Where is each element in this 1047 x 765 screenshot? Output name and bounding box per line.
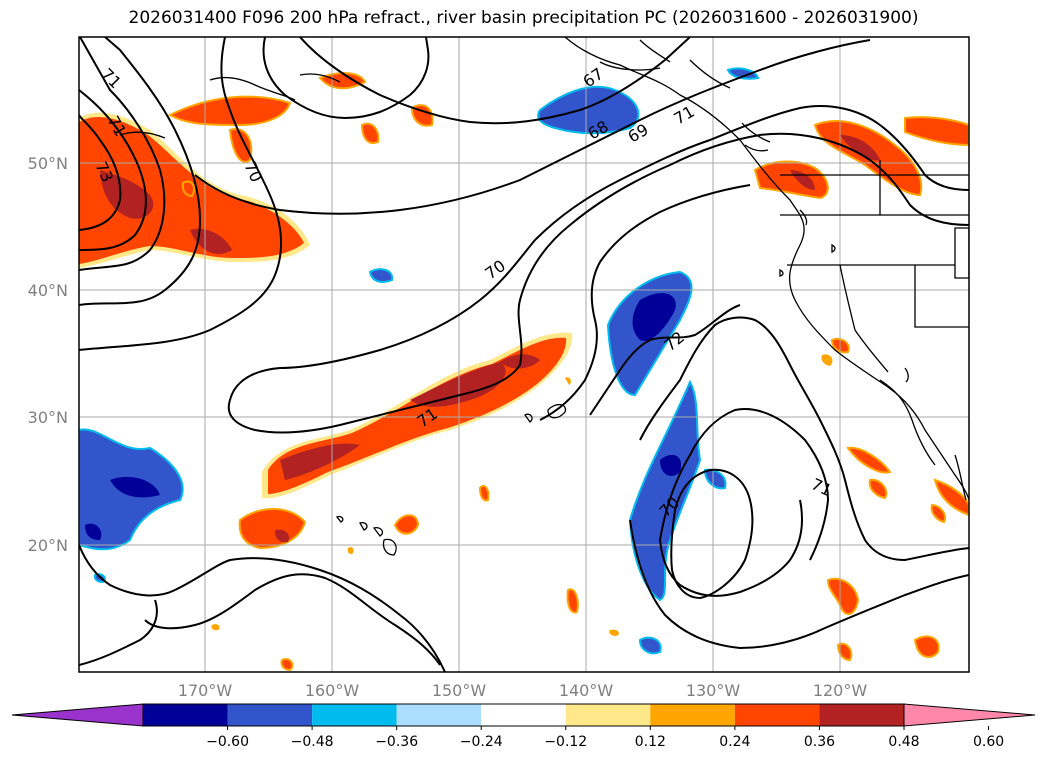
colorbar-tick-label: 0.60 (973, 734, 1004, 750)
colorbar-tick-label: −0.24 (460, 734, 503, 750)
colorbar-segment (650, 704, 735, 726)
colorbar-segment (819, 704, 904, 726)
longitude-label: 160°W (305, 681, 360, 700)
latitude-label: 40°N (28, 281, 68, 300)
colorbar-extend-min (11, 703, 144, 727)
colorbar-segment (227, 704, 313, 726)
latitude-labels: 50°N 40°N 30°N 20°N (28, 154, 68, 555)
colorbar-tick-label: 0.24 (719, 734, 750, 750)
colorbar-extend-max (903, 703, 1036, 727)
islands (335, 209, 836, 556)
colorbar-segment (396, 704, 482, 726)
colorbar-segment (312, 704, 397, 726)
latitude-label: 30°N (28, 408, 68, 427)
colorbar-segment (481, 704, 566, 726)
colorbar-tick-label: 0.48 (888, 734, 919, 750)
colorbar-tick-label: 0.12 (635, 734, 666, 750)
longitude-label: 170°W (178, 681, 233, 700)
colorbar-tick-label: −0.12 (544, 734, 587, 750)
longitude-labels: 170°W 160°W 150°W 140°W 130°W 120°W (178, 681, 868, 700)
colorbar-tick-label: 0.36 (804, 734, 835, 750)
colorbar-segment (565, 704, 651, 726)
refractivity-contours (79, 37, 969, 672)
longitude-label: 140°W (559, 681, 614, 700)
colorbar-tick-label: −0.36 (375, 734, 418, 750)
precipitation-fields (79, 67, 969, 672)
longitude-label: 120°W (813, 681, 868, 700)
colorbar-segment (143, 704, 228, 726)
precip-positive-northwest (211, 116, 969, 672)
colorbar-tick-label: −0.48 (291, 734, 334, 750)
longitude-label: 150°W (432, 681, 487, 700)
precip-jet-band (238, 332, 573, 554)
colorbar-tick-label: −0.60 (206, 734, 249, 750)
longitude-label: 130°W (686, 681, 741, 700)
latitude-label: 20°N (28, 536, 68, 555)
map-border (78, 36, 970, 673)
colorbar-segment (734, 704, 820, 726)
precip-positive-area (79, 72, 434, 269)
map-title: 2026031400 F096 200 hPa refract., river … (128, 8, 919, 28)
colorbar: −0.60 −0.48 −0.36 −0.24 −0.12 0.12 0.24 0.36 0.4… (11, 703, 1036, 750)
colorbar-outline (142, 703, 905, 727)
latitude-label: 50°N (28, 154, 68, 173)
